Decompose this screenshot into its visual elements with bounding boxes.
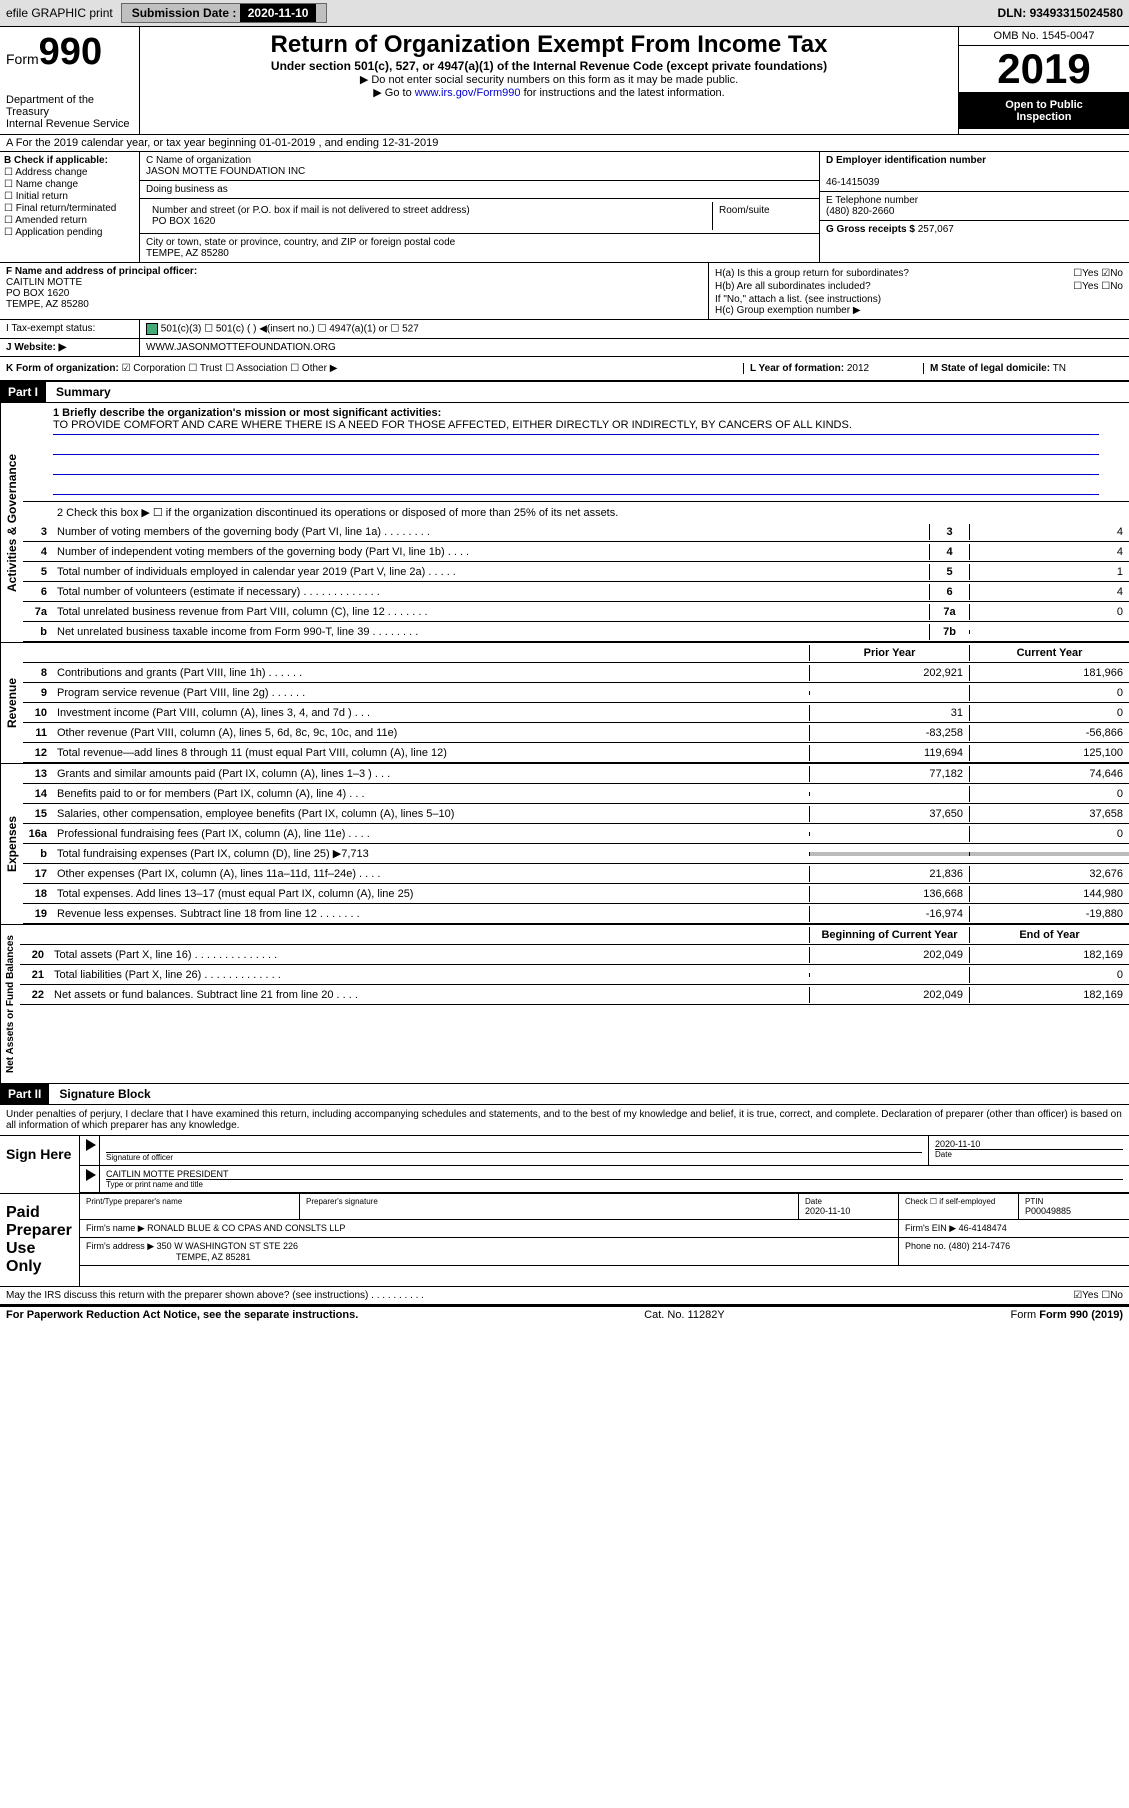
table-row: bTotal fundraising expenses (Part IX, co… [23,844,1129,864]
table-row: 17Other expenses (Part IX, column (A), l… [23,864,1129,884]
checkbox-filled-icon [146,323,158,335]
header-mid: Return of Organization Exempt From Incom… [140,27,959,134]
side-label-expenses: Expenses [0,764,23,924]
side-label-netassets: Net Assets or Fund Balances [0,925,20,1083]
table-row: 10Investment income (Part VIII, column (… [23,703,1129,723]
header-right: OMB No. 1545-0047 2019 Open to Public In… [959,27,1129,134]
org-address: PO BOX 1620 [152,216,706,227]
part1-header: Part I Summary [0,382,1129,403]
table-row: 3Number of voting members of the governi… [23,522,1129,542]
table-row: 15Salaries, other compensation, employee… [23,804,1129,824]
org-name: JASON MOTTE FOUNDATION INC [146,166,813,177]
signature-block: Under penalties of perjury, I declare th… [0,1105,1129,1306]
table-row: 12Total revenue—add lines 8 through 11 (… [23,743,1129,763]
mission-block: 1 Briefly describe the organization's mi… [23,403,1129,502]
netassets-section: Net Assets or Fund Balances Beginning of… [0,925,1129,1084]
table-row: 20Total assets (Part X, line 16) . . . .… [20,945,1129,965]
irs-link[interactable]: www.irs.gov/Form990 [415,87,521,99]
top-bar-left: efile GRAPHIC print Submission Date : 20… [6,3,327,23]
expenses-section: Expenses 13Grants and similar amounts pa… [0,764,1129,925]
table-row: 5Total number of individuals employed in… [23,562,1129,582]
section-bcde: B Check if applicable: ☐ Address change … [0,152,1129,263]
netassets-header: Beginning of Current Year End of Year [20,925,1129,945]
footer: For Paperwork Reduction Act Notice, see … [0,1306,1129,1323]
row-i-tax-status: I Tax-exempt status: 501(c)(3) ☐ 501(c) … [0,320,1129,339]
form-header: Form990 Department of the Treasury Inter… [0,27,1129,135]
org-city: TEMPE, AZ 85280 [146,248,813,259]
table-row: 16aProfessional fundraising fees (Part I… [23,824,1129,844]
col-de: D Employer identification number 46-1415… [819,152,1129,262]
part2-header: Part II Signature Block [0,1084,1129,1105]
website-value: WWW.JASONMOTTEFOUNDATION.ORG [140,339,1129,356]
col-c-org-info: C Name of organization JASON MOTTE FOUND… [140,152,819,262]
line-2: 2 Check this box ▶ ☐ if the organization… [23,502,1129,522]
section-fh: F Name and address of principal officer:… [0,263,1129,320]
row-a-tax-year: A For the 2019 calendar year, or tax yea… [0,135,1129,152]
revenue-header: Prior Year Current Year [23,643,1129,663]
row-k-form-org: K Form of organization: ☑ Corporation ☐ … [0,357,1129,382]
revenue-section: Revenue Prior Year Current Year 8Contrib… [0,643,1129,764]
efile-label: efile GRAPHIC print [6,6,113,20]
table-row: 13Grants and similar amounts paid (Part … [23,764,1129,784]
governance-section: Activities & Governance 1 Briefly descri… [0,403,1129,643]
side-label-revenue: Revenue [0,643,23,763]
header-left: Form990 Department of the Treasury Inter… [0,27,140,134]
gross-receipts: 257,067 [918,224,954,235]
table-row: 11Other revenue (Part VIII, column (A), … [23,723,1129,743]
table-row: 7aTotal unrelated business revenue from … [23,602,1129,622]
arrow-icon [86,1139,96,1151]
table-row: 4Number of independent voting members of… [23,542,1129,562]
submission-date-value: 2020-11-10 [240,4,317,22]
col-f-officer: F Name and address of principal officer:… [0,263,709,319]
firm-name: RONALD BLUE & CO CPAS AND CONSLTS LLP [147,1223,345,1233]
col-b-checkboxes: B Check if applicable: ☐ Address change … [0,152,140,262]
ptin-value: P00049885 [1025,1206,1123,1216]
table-row: 18Total expenses. Add lines 13–17 (must … [23,884,1129,904]
officer-name: CAITLIN MOTTE PRESIDENT [106,1169,1123,1180]
table-row: 21Total liabilities (Part X, line 26) . … [20,965,1129,985]
table-row: 14Benefits paid to or for members (Part … [23,784,1129,804]
telephone: (480) 820-2660 [826,206,894,217]
table-row: 19Revenue less expenses. Subtract line 1… [23,904,1129,924]
side-label-governance: Activities & Governance [0,403,23,642]
row-j-website: J Website: ▶ WWW.JASONMOTTEFOUNDATION.OR… [0,339,1129,357]
mission-text: TO PROVIDE COMFORT AND CARE WHERE THERE … [53,419,1099,435]
table-row: 9Program service revenue (Part VIII, lin… [23,683,1129,703]
table-row: bNet unrelated business taxable income f… [23,622,1129,642]
paid-preparer-label: Paid Preparer Use Only [0,1194,80,1286]
col-h-group-return: H(a) Is this a group return for subordin… [709,263,1129,319]
table-row: 6Total number of volunteers (estimate if… [23,582,1129,602]
table-row: 8Contributions and grants (Part VIII, li… [23,663,1129,683]
top-bar: efile GRAPHIC print Submission Date : 20… [0,0,1129,27]
submission-date-button[interactable]: Submission Date : 2020-11-10 [121,3,328,23]
arrow-icon [86,1169,96,1181]
sign-here-label: Sign Here [0,1136,80,1193]
form-title: Return of Organization Exempt From Incom… [144,31,954,59]
dln: DLN: 93493315024580 [998,6,1123,20]
ein-value: 46-1415039 [826,177,879,188]
table-row: 22Net assets or fund balances. Subtract … [20,985,1129,1005]
